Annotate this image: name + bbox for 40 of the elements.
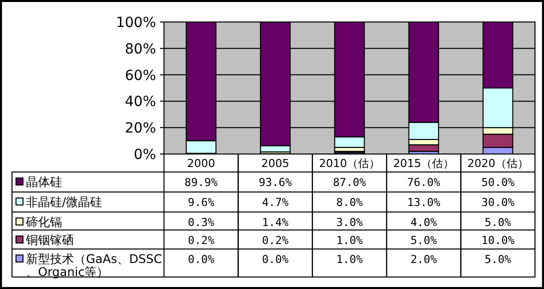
x-tick-label: 2000 (187, 157, 216, 170)
data-label: 3.0% (336, 216, 364, 229)
legend-label: 碲化镉 (25, 215, 62, 229)
legend-label: 铜铟镓硒 (25, 233, 74, 247)
data-label: 5.0% (484, 253, 512, 266)
legend-label: 晶体硅 (26, 175, 62, 189)
data-label: 0.2% (188, 234, 215, 247)
data-label: 1.0% (336, 253, 364, 266)
data-label: 0.0% (188, 253, 215, 266)
data-label: 0.2% (262, 234, 289, 247)
data-label: 4.7% (262, 196, 289, 209)
data-label: 0.0% (262, 253, 289, 266)
data-label: 5.0% (484, 216, 512, 229)
y-tick-label: 100% (116, 15, 156, 31)
data-label: 1.0% (336, 234, 364, 247)
data-label: 13.0% (407, 196, 441, 209)
y-tick-label: 0% (134, 147, 156, 163)
data-label: 87.0% (332, 176, 366, 189)
legend-label: 非晶硅/微晶硅 (26, 195, 102, 209)
data-label: 30.0% (481, 196, 515, 209)
y-tick-label: 60% (124, 68, 156, 84)
data-label: 93.6% (258, 176, 292, 189)
data-label: 1.4% (262, 216, 289, 229)
x-tick-label: 2015（估） (393, 157, 454, 170)
y-tick-label: 80% (124, 41, 156, 58)
data-label: 4.0% (410, 216, 438, 229)
x-tick-label: 2020（估） (467, 157, 528, 170)
data-label: 9.6% (188, 196, 215, 209)
data-label: 76.0% (407, 176, 441, 189)
data-label: 10.0% (481, 234, 515, 247)
data-label: 50.0% (481, 176, 515, 189)
data-label: 2.0% (410, 253, 438, 266)
data-label: 5.0% (410, 234, 438, 247)
data-label: 8.0% (336, 196, 364, 209)
x-tick-label: 2005 (261, 157, 290, 170)
data-label: 89.9% (184, 176, 218, 189)
data-label: 0.3% (188, 216, 215, 229)
y-tick-label: 20% (124, 120, 156, 137)
y-tick-label: 40% (124, 94, 156, 110)
x-tick-label: 2010（估） (319, 157, 380, 170)
